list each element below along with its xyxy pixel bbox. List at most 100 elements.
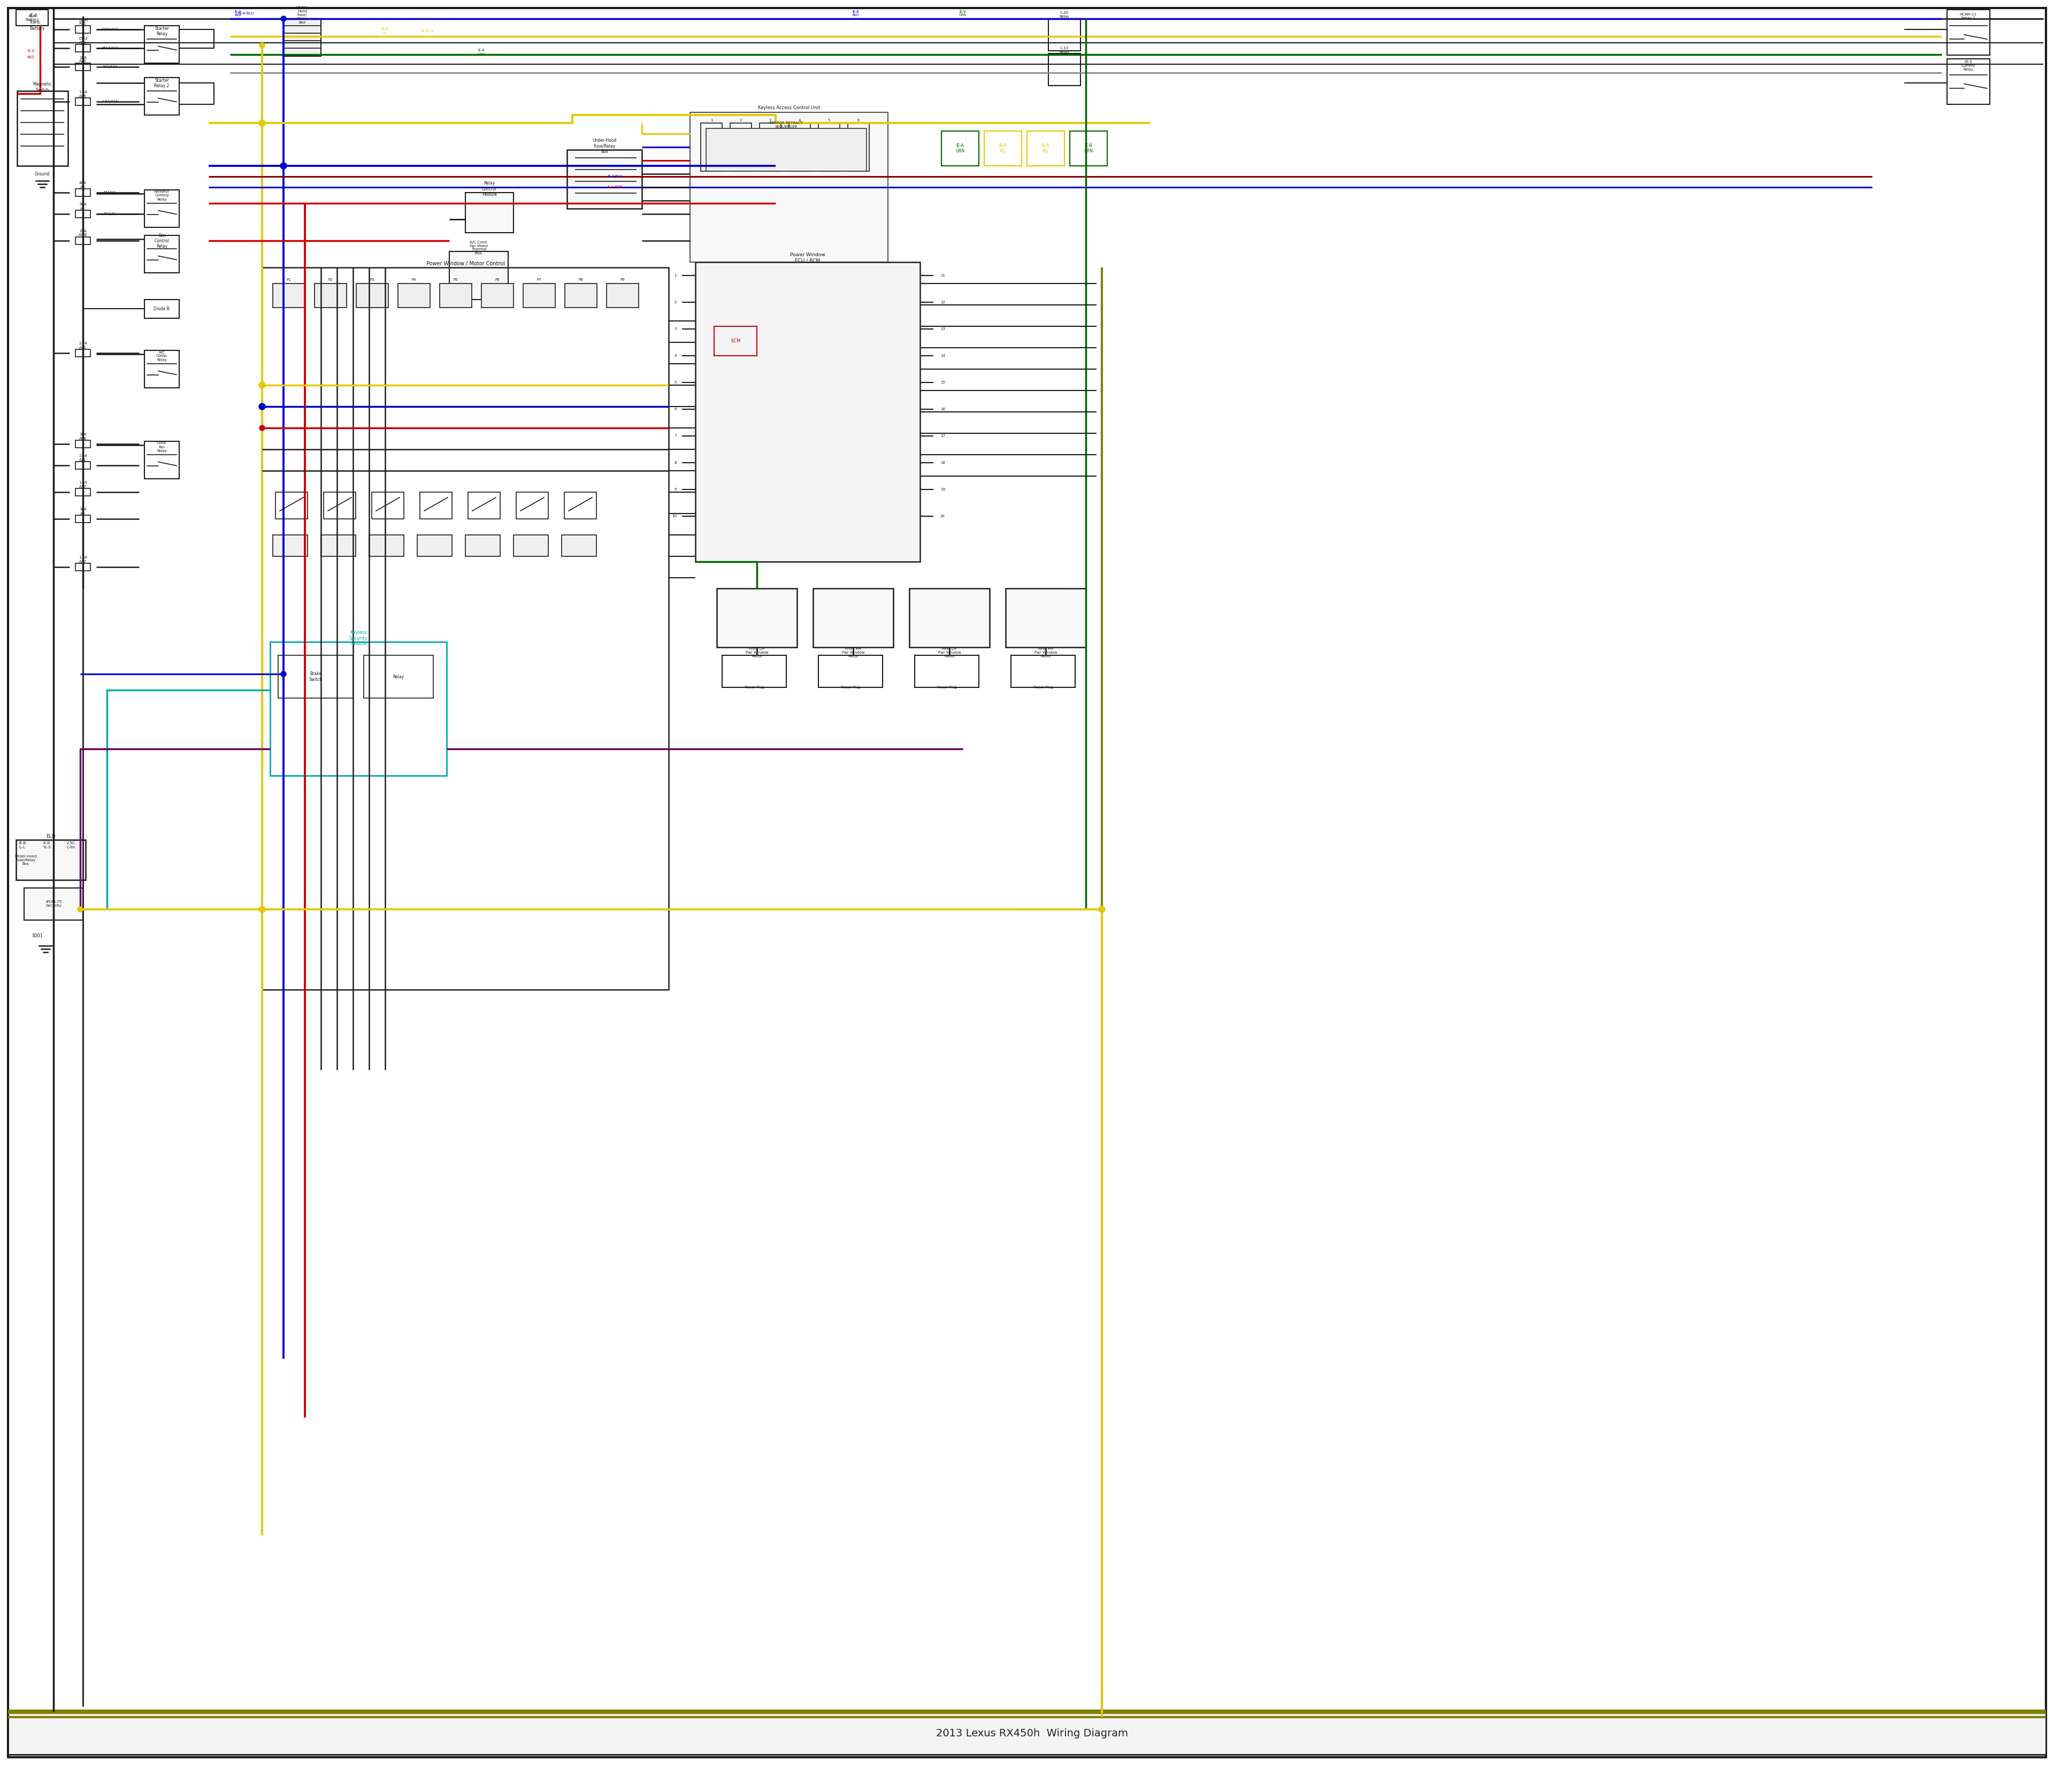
- Bar: [717, 588, 797, 647]
- Circle shape: [259, 425, 265, 430]
- Bar: [76, 514, 90, 523]
- Bar: [813, 588, 893, 647]
- Bar: [364, 656, 433, 699]
- Bar: [273, 283, 304, 308]
- Text: Power Plug: Power Plug: [744, 686, 764, 688]
- Text: 8: 8: [674, 461, 676, 464]
- Text: 2: 2: [739, 118, 741, 122]
- Bar: [481, 283, 514, 308]
- Text: S001: S001: [31, 934, 43, 939]
- Text: Trans.: Trans.: [29, 20, 41, 25]
- Text: 4: 4: [674, 355, 676, 357]
- Bar: [723, 656, 787, 688]
- Bar: [707, 129, 867, 172]
- Text: P8: P8: [579, 278, 583, 281]
- Text: Power Plug: Power Plug: [937, 686, 957, 688]
- Text: 2013 Lexus RX450h  Wiring Diagram: 2013 Lexus RX450h Wiring Diagram: [937, 1727, 1128, 1738]
- Text: IE-A: IE-A: [27, 48, 35, 52]
- Bar: [273, 536, 308, 556]
- Text: 12: 12: [941, 301, 945, 305]
- Text: IPDM-75
Security: IPDM-75 Security: [45, 901, 62, 907]
- Text: Relay
Control
Module: Relay Control Module: [483, 181, 497, 197]
- Bar: [848, 124, 869, 172]
- Circle shape: [259, 907, 265, 912]
- Bar: [263, 267, 670, 989]
- Text: 18: 18: [941, 461, 945, 464]
- Text: P9: P9: [620, 278, 624, 281]
- Text: 11: 11: [941, 274, 945, 278]
- Bar: [144, 77, 179, 115]
- Bar: [275, 493, 308, 520]
- Bar: [144, 351, 179, 387]
- Text: 10A
A23: 10A A23: [80, 56, 86, 63]
- Text: 15A2/A22: 15A2/A22: [101, 47, 119, 50]
- Bar: [914, 656, 980, 688]
- Circle shape: [259, 120, 265, 125]
- Bar: [1947, 59, 1990, 104]
- Text: HCAM-11
Relay 1: HCAM-11 Relay 1: [1960, 13, 1978, 20]
- Text: 120A
A21: 120A A21: [78, 18, 88, 25]
- Text: Power Window
ECU / BCM: Power Window ECU / BCM: [791, 253, 826, 263]
- Text: Keyless
Security
Module: Keyless Security Module: [349, 631, 368, 647]
- Text: IE-B
GRN: IE-B GRN: [477, 48, 485, 56]
- Text: 30A
A6: 30A A6: [80, 507, 86, 514]
- Bar: [524, 283, 555, 308]
- Text: IE-A: IE-A: [29, 14, 37, 18]
- Text: P1: P1: [288, 278, 292, 281]
- Text: IE-A BLU: IE-A BLU: [238, 13, 255, 14]
- Bar: [516, 493, 548, 520]
- Text: 13: 13: [941, 328, 945, 330]
- Bar: [565, 493, 596, 520]
- Bar: [700, 124, 723, 172]
- Text: P5: P5: [454, 278, 458, 281]
- Text: Keyless Access Control Unit: Keyless Access Control Unit: [758, 106, 820, 111]
- Bar: [76, 462, 90, 470]
- Text: 1.5A
A16: 1.5A A16: [78, 91, 86, 97]
- Text: 16: 16: [941, 407, 945, 410]
- Text: A/C
Comp.
Relay: A/C Comp. Relay: [156, 351, 168, 362]
- Bar: [398, 283, 429, 308]
- Text: Front LH
Pwr Window
Motor: Front LH Pwr Window Motor: [746, 647, 768, 658]
- Bar: [466, 192, 514, 233]
- Bar: [817, 124, 840, 172]
- Text: Rear LH
Pwr Window
Motor: Rear LH Pwr Window Motor: [939, 647, 961, 658]
- Bar: [8, 1711, 2046, 1754]
- Text: Front RH
Pwr Window
Motor: Front RH Pwr Window Motor: [842, 647, 865, 658]
- Bar: [1947, 9, 1990, 56]
- Text: P3: P3: [370, 278, 374, 281]
- Bar: [1048, 54, 1080, 86]
- Bar: [417, 536, 452, 556]
- Text: IE-A/RED: IE-A/RED: [608, 186, 622, 188]
- Bar: [941, 131, 980, 167]
- Bar: [565, 283, 598, 308]
- Text: 10A/A23: 10A/A23: [103, 65, 117, 68]
- Text: 15A2
A22: 15A2 A22: [78, 38, 88, 45]
- Text: 1: 1: [674, 274, 676, 278]
- Text: Rear RH
Pwr Window
Motor: Rear RH Pwr Window Motor: [1035, 647, 1058, 658]
- Text: P2: P2: [329, 278, 333, 281]
- Bar: [76, 563, 90, 572]
- Text: 40A
A3: 40A A3: [80, 181, 86, 188]
- Text: ELD: ELD: [45, 833, 55, 839]
- Circle shape: [259, 120, 265, 125]
- Bar: [690, 113, 887, 262]
- Text: Starter
Relay 2: Starter Relay 2: [154, 79, 168, 88]
- Bar: [76, 237, 90, 244]
- Text: Diode B: Diode B: [154, 306, 170, 312]
- Circle shape: [259, 907, 265, 912]
- Text: 120A/A21: 120A/A21: [101, 29, 119, 30]
- Bar: [372, 493, 405, 520]
- Bar: [325, 493, 355, 520]
- Bar: [271, 642, 446, 776]
- Circle shape: [259, 382, 265, 387]
- Text: P6: P6: [495, 278, 499, 281]
- Text: Power Plug: Power Plug: [1033, 686, 1054, 688]
- Text: 4: 4: [799, 118, 801, 122]
- Bar: [144, 235, 179, 272]
- Text: IE-B
BLU: IE-B BLU: [852, 11, 859, 16]
- Bar: [729, 124, 752, 172]
- Text: IE-A
Battery: IE-A Battery: [25, 14, 39, 22]
- Bar: [440, 283, 472, 308]
- Bar: [910, 588, 990, 647]
- Text: Relay: Relay: [392, 674, 405, 679]
